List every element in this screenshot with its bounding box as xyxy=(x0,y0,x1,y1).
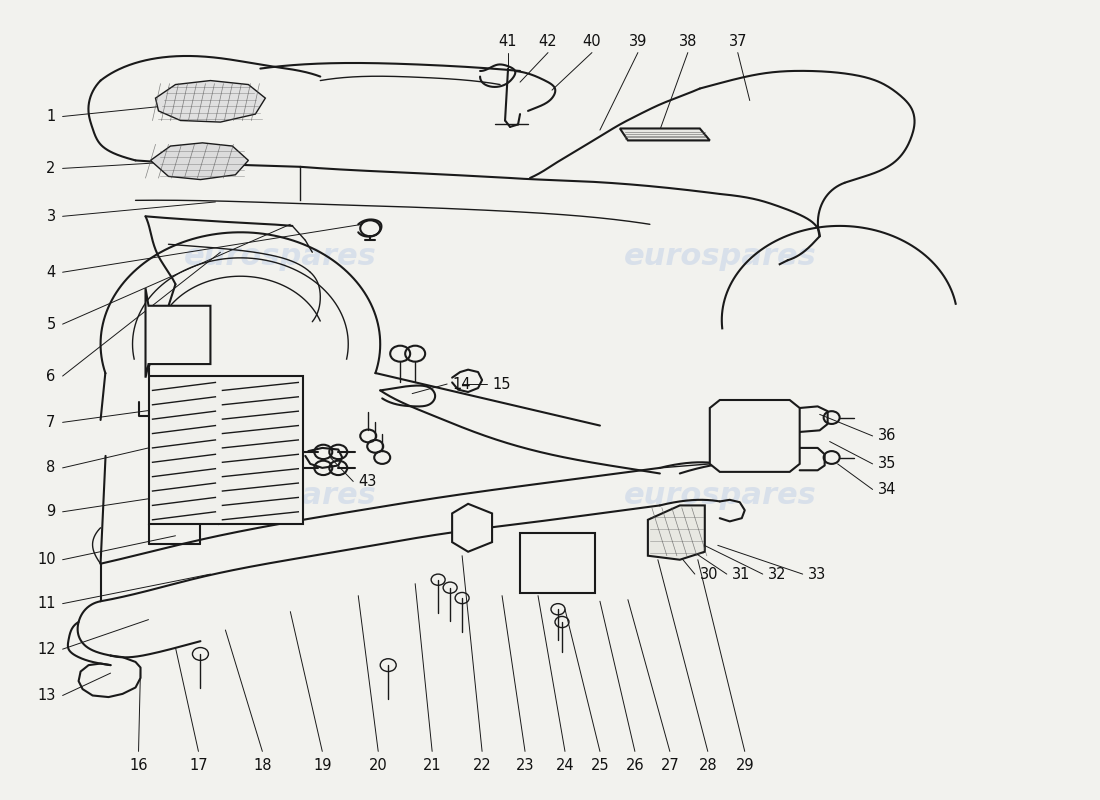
Text: 31: 31 xyxy=(732,566,750,582)
Text: 30: 30 xyxy=(700,566,718,582)
Text: 33: 33 xyxy=(807,566,826,582)
Text: 37: 37 xyxy=(728,34,747,49)
Text: 11: 11 xyxy=(37,596,56,611)
Text: 7: 7 xyxy=(46,415,56,430)
Text: 29: 29 xyxy=(736,758,755,773)
Text: eurospares: eurospares xyxy=(184,242,376,270)
Text: 26: 26 xyxy=(626,758,645,773)
Text: 8: 8 xyxy=(46,460,56,475)
Text: 10: 10 xyxy=(37,552,56,567)
Text: 23: 23 xyxy=(516,758,535,773)
Text: 39: 39 xyxy=(629,34,647,49)
Text: 4: 4 xyxy=(46,265,56,280)
Text: 35: 35 xyxy=(878,456,896,471)
Polygon shape xyxy=(155,81,265,122)
Text: 19: 19 xyxy=(314,758,331,773)
Text: 21: 21 xyxy=(422,758,441,773)
Text: 27: 27 xyxy=(660,758,679,773)
Text: 17: 17 xyxy=(189,758,208,773)
Text: 40: 40 xyxy=(583,34,602,49)
Text: 14: 14 xyxy=(452,377,471,391)
Text: 43: 43 xyxy=(359,474,376,489)
Bar xyxy=(148,376,304,524)
Bar xyxy=(520,534,595,594)
Text: 38: 38 xyxy=(679,34,697,49)
Text: 32: 32 xyxy=(768,566,786,582)
Text: eurospares: eurospares xyxy=(184,482,376,510)
Text: 13: 13 xyxy=(37,688,56,703)
Polygon shape xyxy=(648,506,705,560)
Text: 24: 24 xyxy=(556,758,574,773)
Text: eurospares: eurospares xyxy=(624,242,816,270)
Text: 41: 41 xyxy=(498,34,517,49)
Text: 16: 16 xyxy=(130,758,147,773)
Text: 28: 28 xyxy=(698,758,717,773)
Text: 22: 22 xyxy=(473,758,492,773)
Text: 2: 2 xyxy=(46,161,56,176)
Text: 18: 18 xyxy=(253,758,272,773)
Polygon shape xyxy=(452,504,492,552)
Text: 20: 20 xyxy=(368,758,387,773)
Text: 6: 6 xyxy=(46,369,56,383)
Text: 36: 36 xyxy=(878,429,896,443)
Text: 34: 34 xyxy=(878,482,896,497)
Polygon shape xyxy=(710,400,800,472)
Text: 9: 9 xyxy=(46,504,56,519)
Polygon shape xyxy=(145,288,210,378)
Polygon shape xyxy=(620,129,710,141)
Text: 15: 15 xyxy=(492,377,510,391)
Text: 1: 1 xyxy=(46,109,56,124)
Polygon shape xyxy=(151,143,249,179)
Text: 5: 5 xyxy=(46,317,56,332)
Text: 42: 42 xyxy=(539,34,558,49)
Text: 3: 3 xyxy=(46,209,56,224)
Text: 25: 25 xyxy=(591,758,609,773)
Text: 12: 12 xyxy=(37,642,56,657)
Text: eurospares: eurospares xyxy=(624,482,816,510)
